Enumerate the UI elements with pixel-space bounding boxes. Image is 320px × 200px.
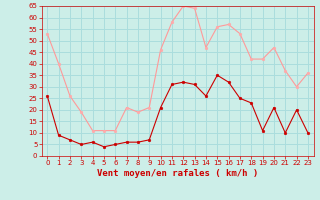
X-axis label: Vent moyen/en rafales ( km/h ): Vent moyen/en rafales ( km/h ) <box>97 169 258 178</box>
